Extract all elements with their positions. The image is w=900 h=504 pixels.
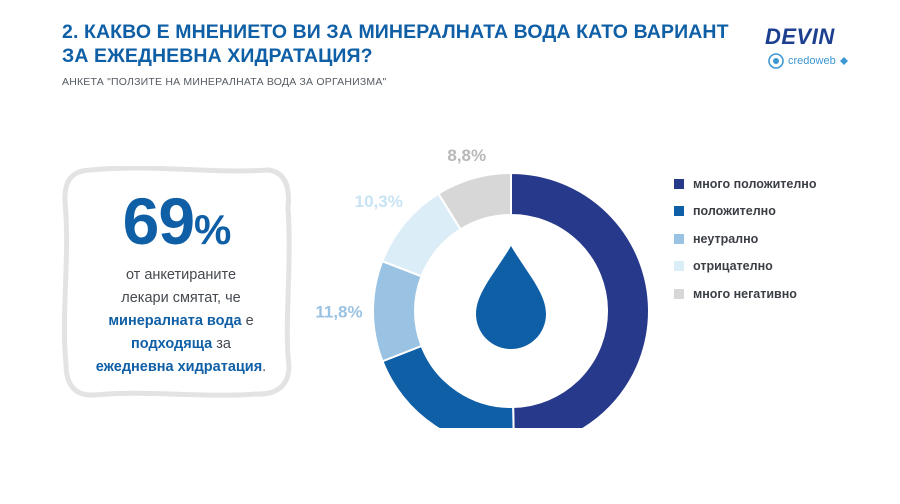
donut-labels: 49,6%19,4%11,8%10,3%8,8% [315, 146, 486, 321]
chart-legend: много положително положително неутрално отр… [674, 170, 816, 308]
donut-slice [372, 259, 423, 363]
page-title: 2. КАКВО Е МНЕНИЕТО ВИ ЗА МИНЕРАЛНАТА ВО… [62, 21, 729, 67]
legend-label: отрицателно [693, 259, 773, 274]
donut-slices [372, 171, 651, 428]
water-drop-icon [476, 246, 546, 349]
donut-value-label: 8,8% [447, 146, 486, 165]
legend-item: много негативно [674, 280, 816, 308]
credoweb-icon [768, 53, 784, 69]
legend-swatch [674, 288, 684, 299]
donut-slice [437, 171, 512, 231]
card-frame [62, 166, 292, 398]
legend-label: неутрално [693, 231, 759, 246]
desc-term-hydration: ежедневна хидратация [95, 359, 263, 375]
donut-value-label: 11,8% [315, 302, 362, 321]
stat-number: 69 [122, 184, 195, 258]
legend-item: отрицателно [674, 253, 816, 281]
desc-term-suitable: подходяща [131, 336, 213, 352]
big-stat: 69% [62, 186, 292, 256]
donut-slice [510, 171, 651, 428]
donut-slice [381, 344, 515, 428]
legend-swatch [674, 178, 684, 189]
legend-label: положително [693, 204, 776, 219]
credoweb-logo: credoweb [768, 53, 848, 69]
stat-percent: % [194, 206, 232, 253]
legend-item: положително [674, 198, 816, 226]
legend-swatch [674, 206, 684, 217]
legend-label: много положително [693, 176, 817, 191]
desc-end: . [262, 359, 267, 375]
desc-connector: е [241, 313, 254, 329]
desc-connector-2: за [212, 336, 231, 352]
legend-item: много положително [674, 170, 816, 198]
legend-label: много негативно [693, 286, 797, 301]
legend-swatch [674, 233, 684, 244]
desc-term-mineral-water: минералната вода [108, 313, 242, 329]
legend-item: неутрално [674, 225, 816, 253]
devin-logo: DEVIN [765, 24, 835, 49]
donut-value-label: 10,3% [355, 192, 403, 211]
stat-description: от анкетираните лекари смятат, че минера… [76, 264, 286, 379]
legend-swatch [674, 261, 684, 272]
donut-chart: 49,6%19,4%11,8%10,3%8,8% [315, 146, 651, 428]
desc-line-2: лекари смятат, че [121, 290, 241, 306]
desc-line-1: от анкетираните [125, 267, 237, 283]
credoweb-text: credoweb [788, 55, 836, 67]
survey-subtitle: АНКЕТА "ПОЛЗИТЕ НА МИНЕРАЛНАТА ВОДА ЗА О… [62, 76, 387, 88]
diamond-icon [839, 57, 848, 65]
stat-card: 69% от анкетираните лекари смятат, че ми… [62, 166, 292, 398]
